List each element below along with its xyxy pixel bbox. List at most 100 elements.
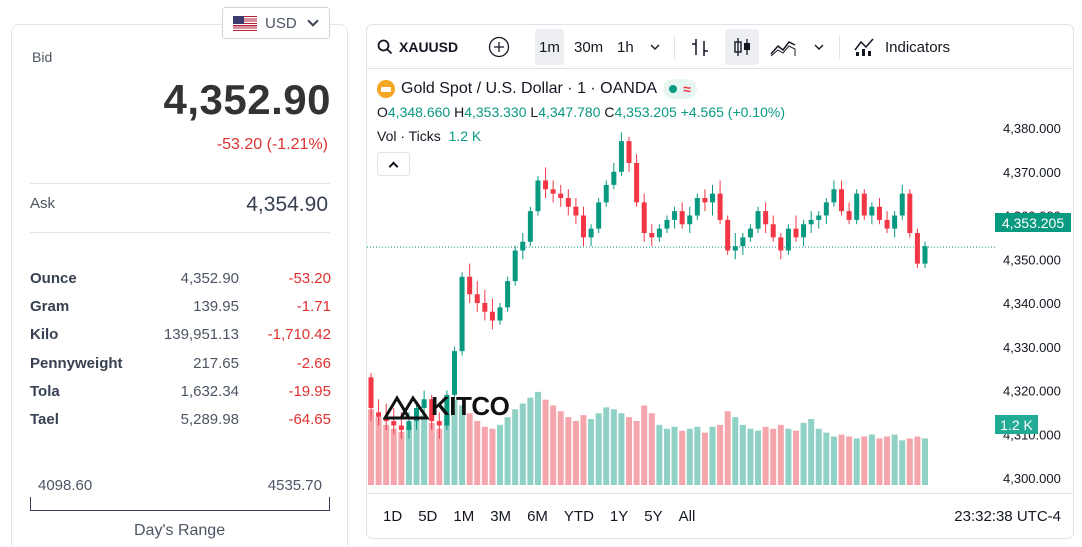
candle xyxy=(907,193,913,233)
unit-name: Kilo xyxy=(30,326,59,344)
range-1d[interactable]: 1D xyxy=(383,508,403,525)
unit-change: -1,710.42 xyxy=(267,326,331,344)
candle xyxy=(391,421,397,426)
interval-label: 1m xyxy=(539,38,560,56)
unit-price: 4,352.90 xyxy=(180,269,239,287)
currency-dropdown[interactable]: USD xyxy=(222,7,330,39)
candle xyxy=(861,193,867,216)
interval-1m[interactable]: 1m xyxy=(535,29,564,65)
volume-bar xyxy=(633,420,640,485)
volume-bar xyxy=(595,413,602,485)
kitco-logo: KITCO xyxy=(383,391,510,422)
y-tick-label: 4,320.000 xyxy=(1003,384,1061,399)
volume-bar xyxy=(550,405,557,485)
volume-bar xyxy=(792,430,799,485)
volume-bar xyxy=(770,428,777,485)
volume-bar xyxy=(618,413,625,485)
us-flag-icon xyxy=(233,15,257,31)
candle xyxy=(406,421,412,430)
candle xyxy=(444,394,450,426)
candle xyxy=(649,233,655,238)
candle xyxy=(679,211,685,225)
range-1y[interactable]: 1Y xyxy=(609,508,629,525)
volume-value: 1.2 K xyxy=(448,128,482,144)
compare-button[interactable] xyxy=(488,25,510,69)
candle xyxy=(914,233,920,264)
volume-bar xyxy=(671,426,678,485)
candle xyxy=(429,399,435,422)
candle xyxy=(376,412,382,417)
ask-price: 4,354.90 xyxy=(246,193,328,216)
day-range-bar xyxy=(30,497,330,511)
collapse-legend-button[interactable] xyxy=(377,152,410,176)
unit-change: -19.95 xyxy=(288,382,331,400)
range-6m[interactable]: 6M xyxy=(527,508,548,525)
range-3m[interactable]: 3M xyxy=(490,508,512,525)
volume-bar xyxy=(732,417,739,485)
candle xyxy=(687,215,693,225)
volume-bar xyxy=(398,431,405,485)
interval-dropdown[interactable] xyxy=(649,25,661,69)
bar-style-button[interactable] xyxy=(689,25,711,69)
chevron-up-icon xyxy=(388,161,399,171)
candle xyxy=(436,421,442,426)
candle xyxy=(831,189,837,203)
candle xyxy=(892,215,898,229)
candle xyxy=(694,198,700,216)
day-range-label: Day's Range xyxy=(134,522,226,539)
table-row: Tola 1,632.34 -19.95 xyxy=(30,377,331,405)
y-tick-label: 4,350.000 xyxy=(1003,252,1061,267)
volume-bar xyxy=(443,415,450,485)
volume-bar xyxy=(846,436,853,485)
range-5y[interactable]: 5Y xyxy=(644,508,663,525)
unit-price: 1,632.34 xyxy=(180,382,239,400)
candle xyxy=(702,198,708,203)
candle xyxy=(618,141,624,172)
candle xyxy=(740,237,746,247)
interval-30m[interactable]: 30m xyxy=(574,25,603,69)
price-chart[interactable]: 4,380.0004,370.0004,360.0004,350.0004,34… xyxy=(367,70,1074,493)
candle xyxy=(801,224,807,238)
chart-type-dropdown[interactable] xyxy=(813,25,825,69)
bars-icon xyxy=(692,39,708,56)
divider xyxy=(30,232,330,233)
volume-bar xyxy=(739,424,746,485)
symbol-search[interactable]: XAUUSD xyxy=(377,25,458,69)
volume-bar xyxy=(853,438,860,485)
candle xyxy=(588,228,594,238)
volume-bar xyxy=(679,430,686,485)
candle xyxy=(823,202,829,216)
table-row: Gram 139.95 -1.71 xyxy=(30,292,331,320)
candle xyxy=(876,206,882,220)
candle xyxy=(664,219,670,229)
range-1m[interactable]: 1M xyxy=(453,508,475,525)
candle xyxy=(869,206,875,216)
range-ytd[interactable]: YTD xyxy=(563,508,594,525)
candle xyxy=(368,377,374,408)
volume-bar xyxy=(565,417,572,485)
candle xyxy=(421,399,427,408)
candles-icon xyxy=(734,38,750,56)
candle xyxy=(520,241,526,251)
chevron-down-icon xyxy=(650,44,660,50)
symbol-label: XAUUSD xyxy=(399,39,459,55)
unit-price: 5,289.98 xyxy=(180,411,239,429)
candle xyxy=(565,198,571,207)
range-all[interactable]: All xyxy=(678,508,696,525)
indicators-button[interactable]: Indicators xyxy=(853,25,950,69)
candle xyxy=(725,219,731,251)
candle xyxy=(763,211,769,225)
volume-bar xyxy=(383,424,390,485)
interval-1h[interactable]: 1h xyxy=(617,25,634,69)
day-range-high: 4535.70 xyxy=(267,477,322,494)
candle xyxy=(846,211,852,220)
candle xyxy=(482,303,488,312)
unit-name: Pennyweight xyxy=(30,354,123,372)
candle-style-button[interactable] xyxy=(725,29,759,65)
table-row: Pennyweight 217.65 -2.66 xyxy=(30,349,331,377)
volume-bar xyxy=(815,428,822,485)
volume-bar xyxy=(512,409,519,485)
chart-type-button[interactable] xyxy=(769,25,797,69)
candle xyxy=(755,211,761,229)
range-5d[interactable]: 5D xyxy=(418,508,438,525)
